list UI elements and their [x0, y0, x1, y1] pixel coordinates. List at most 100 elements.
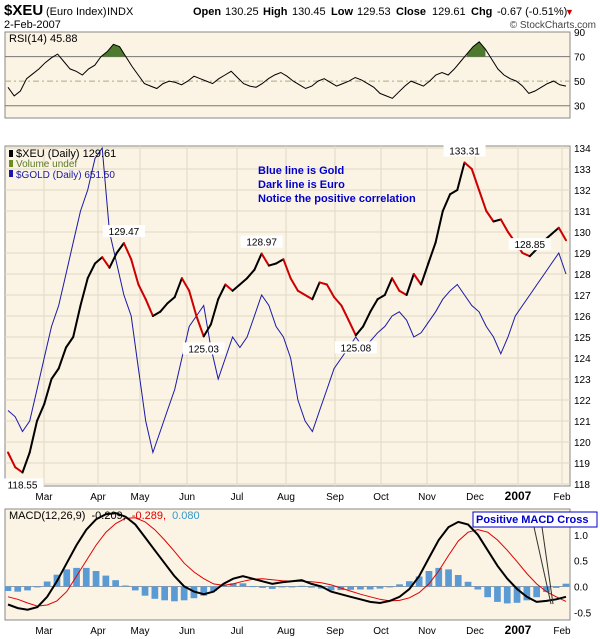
- euro-series-line: [7, 161, 567, 474]
- macd-hist-bar: [102, 575, 110, 587]
- price-y-tick: 134: [574, 144, 591, 155]
- macd-hist-bar: [112, 580, 119, 587]
- macd-hist-bar: [259, 586, 266, 588]
- euro-segment: [318, 281, 328, 286]
- euro-segment: [325, 283, 336, 299]
- euro-segment: [304, 294, 314, 301]
- price-y-tick: 123: [574, 375, 591, 386]
- macd-hist-bar: [122, 585, 129, 587]
- price-y-tick: 131: [574, 207, 591, 218]
- macd-hist-bar: [43, 581, 51, 587]
- euro-segment: [369, 298, 379, 313]
- macd-hist-bar: [141, 586, 149, 596]
- macd-hist-bar: [4, 586, 12, 591]
- legend-swatch-xeu: [9, 150, 13, 157]
- euro-segment: [166, 296, 176, 305]
- macd-hist-bar: [63, 569, 71, 587]
- price-data-label: 118.55: [8, 480, 38, 491]
- euro-segment: [21, 451, 31, 474]
- euro-segment: [267, 262, 278, 267]
- legend-xeu: $XEU (Daily) 129.61: [16, 148, 116, 160]
- euro-segment: [86, 262, 96, 280]
- macd-hist-bar: [445, 569, 452, 587]
- euro-segment: [217, 283, 227, 301]
- legend-gold: $GOLD (Daily) 651.50: [16, 170, 115, 181]
- macd-hist-bar: [543, 586, 550, 592]
- macd-hist-bar: [474, 586, 482, 590]
- euro-segment: [65, 336, 75, 349]
- price-label-bg: [508, 238, 551, 251]
- macd-hist-bar: [533, 586, 540, 598]
- euro-segment: [260, 252, 270, 267]
- macd-hist-bar: [396, 584, 403, 587]
- euro-segment: [137, 283, 147, 301]
- price-label-bg: [182, 342, 225, 355]
- macd-hist-bar: [229, 583, 237, 587]
- euro-segment: [485, 210, 495, 223]
- macd-hist-bar: [435, 567, 443, 587]
- macd-histogram: [4, 567, 570, 604]
- euro-segment: [354, 325, 365, 337]
- open-label: Open: [193, 6, 221, 18]
- price-x-tick: 2007: [505, 489, 532, 503]
- price-label-bg: [443, 144, 486, 157]
- macd-cross-callout: Positive MACD Cross: [476, 514, 588, 526]
- note-line-2: Dark line is Euro: [258, 179, 345, 191]
- price-data-labels: 118.55 129.47 125.03 128.97 125.08 133.31 128.…: [1, 144, 551, 491]
- euro-segment: [383, 277, 394, 296]
- euro-segment: [43, 378, 53, 406]
- price-x-tick: Nov: [418, 492, 436, 503]
- macd-title-signal: -0.289,: [132, 510, 166, 522]
- macd-hist-bar: [357, 586, 364, 590]
- macd-x-tick: Feb: [553, 626, 571, 637]
- macd-hist-bar: [180, 586, 188, 601]
- macd-hist-bar: [249, 586, 257, 588]
- macd-hist-bar: [200, 586, 208, 596]
- price-y-tick: 121: [574, 417, 591, 428]
- macd-hist-bar: [14, 586, 22, 592]
- open-value: 130.25: [225, 6, 259, 18]
- macd-hist-bar: [386, 586, 394, 588]
- euro-segment: [376, 294, 386, 301]
- macd-x-tick: Apr: [90, 626, 106, 637]
- close-value: 129.61: [432, 6, 466, 18]
- macd-hist-bar: [34, 586, 41, 588]
- chg-label: Chg: [471, 6, 492, 18]
- euro-segment: [427, 241, 437, 265]
- euro-segment: [130, 258, 140, 286]
- macd-y-tick: 0.5: [574, 557, 588, 568]
- euro-segment: [311, 281, 321, 301]
- price-data-label: 133.31: [449, 146, 480, 157]
- macd-hist-bar: [220, 585, 227, 587]
- price-panel: 118.55 129.47 125.03 128.97 125.08 133.31 128.…: [1, 144, 591, 491]
- macd-hist-bar: [523, 586, 531, 601]
- high-label: High: [263, 6, 288, 18]
- price-label-bg: [102, 225, 145, 238]
- euro-segment: [478, 189, 488, 212]
- correlation-note: Blue line is Gold Dark line is Euro Noti…: [258, 165, 416, 205]
- price-x-tick: Sep: [326, 492, 344, 503]
- price-y-tick: 122: [574, 396, 591, 407]
- euro-segment: [7, 451, 17, 469]
- macd-x-tick: Aug: [277, 626, 295, 637]
- euro-segment: [499, 218, 509, 233]
- macd-y-tick: 0.0: [574, 582, 588, 593]
- euro-segment: [224, 283, 234, 292]
- euro-segment: [470, 168, 480, 191]
- legend-swatch-volume: [9, 160, 13, 167]
- gold-series-line: [7, 146, 567, 455]
- macd-hist-bar: [415, 576, 423, 587]
- euro-segment: [391, 277, 401, 292]
- macd-title-macd: -0.209,: [91, 510, 125, 522]
- price-x-tick: Mar: [35, 492, 53, 503]
- macd-hist-bar: [131, 586, 139, 591]
- price-label-bg: [1, 478, 44, 491]
- price-y-tick: 124: [574, 354, 591, 365]
- euro-segment: [101, 256, 111, 269]
- price-data-label: 128.97: [246, 238, 277, 249]
- macd-panel: 1.0 0.5 0.0 -0.5 MACD(12,26,9) -0.209, -0.2…: [4, 508, 598, 621]
- price-y-tick: 118: [574, 480, 590, 491]
- euro-segment: [296, 289, 307, 296]
- price-x-tick: Feb: [553, 492, 571, 503]
